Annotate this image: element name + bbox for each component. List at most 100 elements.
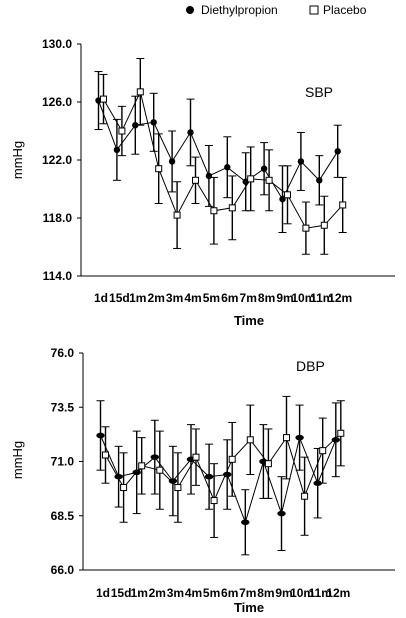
data-point-placebo bbox=[339, 201, 347, 209]
y-tick-label: 73.5 bbox=[51, 400, 75, 414]
data-point-diethylpropion bbox=[187, 129, 194, 136]
y-axis-label-sbp: mmHg bbox=[10, 141, 25, 179]
data-point-placebo bbox=[283, 434, 290, 442]
x-tick-label: 5m bbox=[203, 291, 220, 305]
data-point-placebo bbox=[264, 460, 272, 468]
x-tick-label: 11m bbox=[309, 586, 332, 600]
data-point-placebo bbox=[210, 497, 218, 505]
data-point-diethylpropion bbox=[260, 165, 268, 172]
series-placebo bbox=[101, 395, 345, 538]
data-point-placebo bbox=[228, 204, 236, 212]
y-tick-label: 126.0 bbox=[42, 95, 72, 109]
x-tick-label: 4m bbox=[185, 586, 202, 600]
data-point-placebo bbox=[155, 165, 163, 173]
y-tick-label: 71.0 bbox=[51, 455, 75, 469]
x-tick-label: 3m bbox=[166, 291, 183, 305]
x-tick-label: 1m bbox=[129, 291, 146, 305]
x-tick-label: 8m bbox=[258, 291, 275, 305]
data-point-placebo bbox=[100, 95, 107, 103]
data-point-placebo bbox=[302, 224, 310, 232]
y-tick-label: 130.0 bbox=[42, 37, 72, 51]
data-point-placebo bbox=[192, 453, 200, 461]
x-tick-label: 1d bbox=[96, 586, 110, 600]
x-tick-label: 7m bbox=[240, 291, 257, 305]
x-tick-label: 1d bbox=[94, 291, 108, 305]
data-point-diethylpropion bbox=[113, 146, 121, 154]
y-tick-label: 76.0 bbox=[51, 346, 75, 360]
x-tick-label: 9m bbox=[275, 586, 292, 600]
series-sbp bbox=[94, 58, 347, 255]
y-tick-label: 114.0 bbox=[43, 269, 73, 283]
legend-label-placebo: Placebo bbox=[323, 3, 367, 17]
data-point-diethylpropion bbox=[241, 519, 250, 526]
data-point-placebo bbox=[246, 436, 254, 444]
data-point-placebo bbox=[138, 462, 146, 470]
data-point-placebo bbox=[228, 455, 236, 463]
x-tick-label: 2m bbox=[149, 586, 166, 600]
data-point-diethylpropion bbox=[168, 478, 178, 484]
data-point-placebo bbox=[173, 211, 181, 219]
series-placebo bbox=[99, 58, 347, 255]
x-tick-label: 6m bbox=[221, 586, 238, 600]
y-axis-label-dbp: mmHg bbox=[10, 441, 25, 479]
data-point-placebo bbox=[156, 466, 164, 474]
data-point-diethylpropion bbox=[297, 158, 305, 165]
x-tick-label: 9m bbox=[276, 291, 293, 305]
series-diethylpropion bbox=[96, 400, 340, 556]
data-point-diethylpropion bbox=[316, 177, 323, 184]
data-point-diethylpropion bbox=[150, 119, 157, 126]
legend-marker-placebo bbox=[309, 5, 319, 15]
data-point-diethylpropion bbox=[334, 148, 341, 155]
data-point-placebo bbox=[337, 429, 345, 437]
series-line-placebo bbox=[103, 90, 344, 229]
y-tick-label: 66.0 bbox=[51, 563, 75, 577]
series-dbp bbox=[96, 395, 345, 556]
y-tick-label: 118.0 bbox=[43, 211, 73, 225]
y-tick-label: 68.5 bbox=[51, 509, 75, 523]
y-ticks-dbp: 66.0 68.5 71.0 73.5 76.0 bbox=[51, 346, 83, 577]
data-point-placebo bbox=[265, 176, 273, 184]
data-point-diethylpropion bbox=[204, 473, 214, 480]
chart-dbp: DBP mmHg 66.0 68.5 71.0 73.5 76.0 1d 15d 1m 2m 3… bbox=[10, 346, 395, 615]
data-point-placebo bbox=[136, 88, 144, 96]
data-point-placebo bbox=[192, 176, 199, 184]
x-tick-label: 15d bbox=[111, 586, 132, 600]
y-ticks-sbp: 114.0 118.0 122.0 126.0 130.0 bbox=[42, 37, 81, 283]
x-tick-label: 2m bbox=[148, 291, 165, 305]
x-tick-label: 4m bbox=[184, 291, 201, 305]
data-point-diethylpropion bbox=[132, 122, 139, 129]
data-point-placebo bbox=[210, 207, 218, 215]
data-point-placebo bbox=[102, 451, 109, 459]
x-tick-label: 8m bbox=[257, 586, 274, 600]
x-tick-label: 15d bbox=[109, 291, 130, 305]
data-point-placebo bbox=[247, 175, 255, 183]
data-point-diethylpropion bbox=[224, 164, 231, 171]
x-tick-label: 6m bbox=[221, 291, 238, 305]
data-point-placebo bbox=[120, 484, 128, 492]
x-tick-label: 5m bbox=[203, 586, 220, 600]
data-point-diethylpropion bbox=[295, 434, 304, 441]
x-tick-label: 10m bbox=[291, 291, 315, 305]
data-point-placebo bbox=[174, 484, 182, 492]
series-line-diethylpropion bbox=[100, 435, 337, 524]
data-point-diethylpropion bbox=[277, 510, 286, 517]
x-tick-label: 12m bbox=[328, 291, 352, 305]
x-tick-label: 3m bbox=[167, 586, 184, 600]
data-point-diethylpropion bbox=[205, 172, 213, 180]
legend-marker-diethylpropion bbox=[186, 6, 194, 14]
data-point-placebo bbox=[301, 492, 309, 500]
data-point-diethylpropion bbox=[168, 158, 176, 165]
data-point-placebo bbox=[320, 221, 328, 229]
x-axis-title-sbp: Time bbox=[234, 313, 264, 328]
series-line-diethylpropion bbox=[98, 100, 339, 201]
data-point-placebo bbox=[284, 191, 291, 199]
data-point-diethylpropion bbox=[313, 480, 322, 487]
data-point-diethylpropion bbox=[150, 454, 159, 460]
chart-title-sbp: SBP bbox=[305, 84, 333, 100]
data-point-placebo bbox=[319, 447, 327, 455]
x-tick-label: 7m bbox=[239, 586, 256, 600]
data-point-diethylpropion bbox=[331, 437, 340, 443]
x-tick-label: 10m bbox=[290, 586, 314, 600]
